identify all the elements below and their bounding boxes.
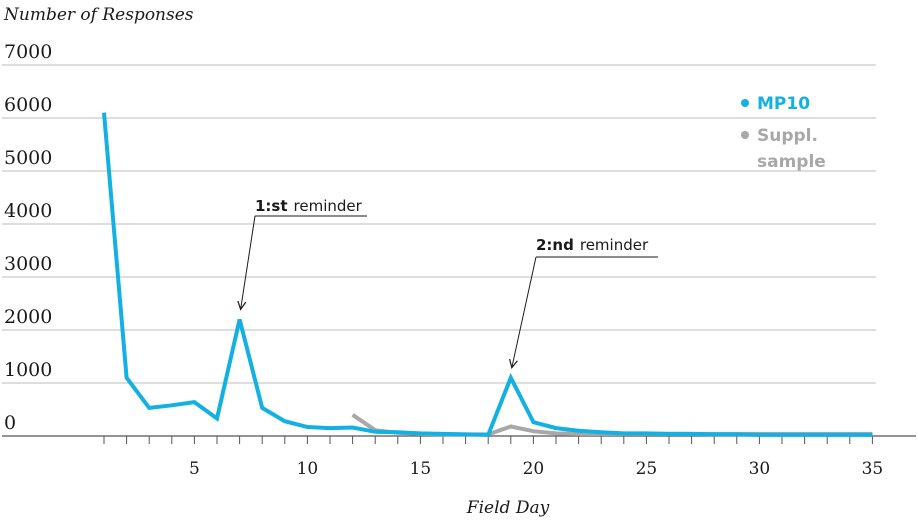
legend-label: Suppl.	[757, 126, 818, 146]
x-axis-title: Field Day	[466, 498, 550, 518]
y-tick-label: 4000	[4, 200, 52, 222]
y-tick-label: 2000	[4, 306, 52, 328]
x-axis: 5 10 15 20 25 30 35	[2, 435, 916, 479]
annotation-ordinal: 1:st	[255, 197, 288, 215]
annotation-arrow	[241, 215, 256, 309]
x-tick-label: 25	[636, 459, 658, 479]
x-tick-label: 15	[410, 459, 432, 479]
y-tick-label: 3000	[4, 253, 52, 275]
series-line	[102, 112, 873, 437]
annotation-arrow	[512, 256, 537, 368]
y-tick-label: 0	[4, 412, 16, 434]
x-tick-label: 30	[749, 459, 771, 479]
annotation-text: reminder	[294, 197, 363, 215]
x-tick-label: 5	[189, 459, 200, 479]
legend-label: MP10	[757, 94, 810, 114]
annotation-text: reminder	[580, 236, 649, 254]
x-tick-label: 20	[523, 459, 545, 479]
x-tick-label: 10	[297, 459, 319, 479]
legend: MP10 Suppl. sample	[741, 94, 826, 172]
series-lines	[102, 112, 873, 437]
y-tick-label: 6000	[4, 94, 52, 116]
annotation-label: 2:nd reminder	[536, 236, 649, 254]
annotations: 1:st reminder 2:nd reminder	[241, 197, 658, 368]
legend-swatch	[741, 99, 749, 107]
y-axis-title: Number of Responses	[3, 5, 194, 25]
x-tick-label: 35	[862, 459, 884, 479]
annotation-label: 1:st reminder	[255, 197, 363, 215]
annotation-ordinal: 2:nd	[536, 236, 574, 254]
y-tick-label: 5000	[4, 147, 52, 169]
y-tick-label: 1000	[4, 359, 52, 381]
legend-label: sample	[757, 152, 826, 172]
legend-swatch	[741, 131, 749, 139]
gridlines	[2, 64, 876, 384]
y-tick-labels: 0 1000 2000 3000 4000 5000 6000 7000	[4, 41, 52, 434]
y-tick-label: 7000	[4, 41, 52, 63]
